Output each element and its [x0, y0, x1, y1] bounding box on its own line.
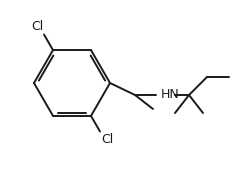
Text: Cl: Cl — [101, 134, 113, 146]
Text: Cl: Cl — [31, 19, 43, 33]
Text: HN: HN — [161, 88, 180, 100]
